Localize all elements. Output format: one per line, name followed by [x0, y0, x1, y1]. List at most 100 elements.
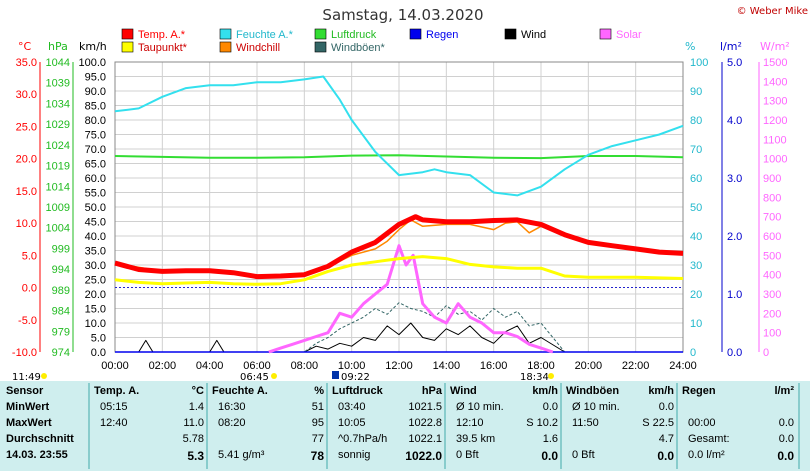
sensor-row-label: MaxWert	[6, 417, 52, 429]
noon-marker	[332, 371, 339, 379]
press-tick: 999	[52, 243, 70, 255]
legend-label: Feuchte A.*	[236, 29, 294, 41]
temp-tick: 15.0	[16, 186, 37, 198]
col_gust-value: 0.0	[657, 449, 674, 463]
wind-tick: 25.0	[85, 275, 106, 287]
press-tick: 1019	[46, 161, 70, 173]
wind-tick: 90.0	[85, 86, 106, 98]
series-tempa	[114, 214, 684, 280]
temp-tick: -10.0	[12, 347, 37, 359]
wind-tick: 5.0	[91, 333, 106, 345]
legend-label: Solar	[616, 29, 642, 41]
temp-tick: 5.0	[22, 250, 37, 262]
legend-item: Luftdruck	[314, 28, 377, 41]
col_temp-value: 5.78	[182, 433, 204, 445]
weather-chart: Samstag, 14.03.2020 © Weber Mike °C hPa …	[12, 6, 808, 380]
legend-item: Wind	[504, 28, 546, 41]
time-tick: 16:00	[480, 360, 508, 372]
press-tick: 984	[52, 306, 70, 318]
col_wind-value: S 10.2	[526, 417, 558, 429]
statistics-table: Sensor MinWert MaxWert Durchschnitt 14.03. 2…	[0, 381, 810, 471]
col_press-sub: sonnig	[338, 449, 371, 461]
solar-tick: 1200	[763, 115, 787, 127]
col_wind-value: 0.0	[542, 401, 558, 413]
x-axis: 00:00 02:00 04:00 06:00 08:00 10:00 12:00 14:00…	[101, 360, 697, 372]
wind-unit: km/h	[79, 40, 107, 53]
series-luftdruck	[114, 154, 684, 160]
legend-swatch	[409, 28, 422, 40]
wind-tick: 45.0	[85, 217, 106, 229]
rain-tick: 2.0	[727, 231, 742, 243]
sunrise-marker	[271, 373, 277, 379]
time-tick: 04:00	[196, 360, 224, 372]
legend-item: Regen	[409, 28, 458, 41]
rain-tick: 5.0	[727, 57, 742, 69]
col_gust-value: 4.7	[658, 433, 674, 445]
press-tick: 989	[52, 285, 70, 297]
series-wind	[115, 322, 683, 353]
legend-label: Regen	[426, 29, 458, 41]
col_hum-sub: 08:20	[218, 417, 246, 429]
temp-unit: °C	[18, 40, 32, 53]
col_hum-unit: %	[314, 385, 324, 397]
col_wind-sub: 0 Bft	[456, 449, 479, 461]
temp-tick: 20.0	[16, 154, 37, 166]
grid	[114, 61, 684, 353]
credit-label: © Weber Mike	[737, 6, 808, 17]
hum-tick: 30	[690, 260, 702, 272]
solar-tick: 700	[763, 212, 781, 224]
sensor-header: Sensor	[6, 385, 44, 397]
temp-tick: 30.0	[16, 89, 37, 101]
series-taupunkt	[114, 255, 684, 286]
legend-label: Taupunkt*	[138, 42, 188, 54]
now-marker	[41, 373, 47, 379]
col_press-value: 1022.8	[408, 417, 442, 429]
col_rain-sub: 0.0 l/m²	[688, 449, 725, 461]
hum-tick: 50	[690, 202, 702, 214]
right-axes: 10090807060504030201005.04.03.02.01.00.0…	[690, 57, 787, 359]
legend-swatch	[219, 41, 232, 53]
temp-tick: 10.0	[16, 218, 37, 230]
sunset-time: 18:34	[520, 372, 549, 380]
hum-tick: 20	[690, 289, 702, 301]
rain-unit: l/m²	[720, 40, 742, 53]
col_wind-sub: Ø 10 min.	[456, 401, 504, 413]
col_hum-sub: 5.41 g/m³	[218, 449, 265, 461]
hum-tick: 70	[690, 144, 702, 156]
time-tick: 24:00	[669, 360, 697, 372]
wind-tick: 35.0	[85, 246, 106, 258]
col_temp-header: Temp. A.	[94, 385, 140, 397]
col_press-value: 1022.0	[405, 449, 442, 463]
press-tick: 1024	[46, 140, 70, 152]
noon-time: 09:22	[341, 372, 370, 380]
col_rain-value: 0.0	[778, 433, 794, 445]
solar-tick: 1300	[763, 96, 787, 108]
time-tick: 06:00	[243, 360, 271, 372]
col_press-value: 1021.5	[408, 401, 442, 413]
solar-tick: 800	[763, 192, 781, 204]
wind-tick: 10.0	[85, 318, 106, 330]
legend-label: Luftdruck	[331, 29, 377, 41]
time-tick: 22:00	[622, 360, 650, 372]
col_hum-value: 78	[310, 449, 324, 463]
hum-tick: 90	[690, 86, 702, 98]
press-tick: 994	[52, 264, 70, 276]
time-tick: 02:00	[149, 360, 177, 372]
sun-markers: 11:49 06:45 09:22 18:34	[12, 371, 554, 380]
press-tick: 1009	[46, 202, 70, 214]
legend-swatch	[504, 28, 517, 40]
solar-tick: 300	[763, 289, 781, 301]
col_wind-sub: 39.5 km	[456, 433, 496, 445]
press-tick: 1034	[46, 98, 70, 110]
col_wind-unit: km/h	[532, 385, 558, 397]
col_temp-unit: °C	[191, 385, 204, 397]
wind-tick: 100.0	[78, 57, 106, 69]
press-tick: 974	[52, 347, 70, 359]
legend-label: Windchill	[236, 42, 280, 54]
series-solar	[268, 244, 554, 354]
col_hum-header: Feuchte A.	[212, 385, 268, 397]
wind-tick: 30.0	[85, 260, 106, 272]
legend-label: Temp. A.*	[138, 29, 186, 41]
time-tick: 00:00	[101, 360, 129, 372]
col_wind-value: 1.6	[542, 433, 558, 445]
